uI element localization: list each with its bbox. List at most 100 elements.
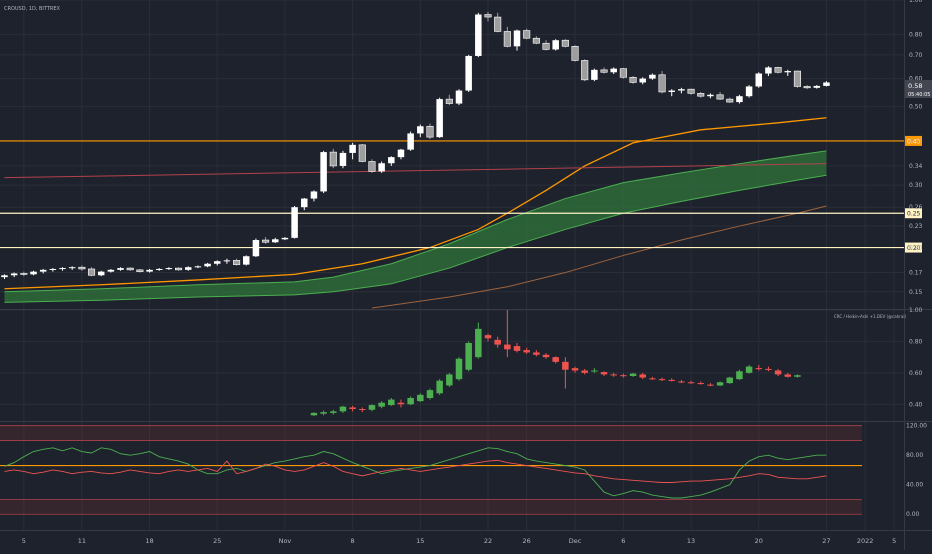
candle-bear (581, 60, 589, 81)
x-tick-label: 18 (145, 537, 153, 545)
candle-bull (281, 237, 289, 240)
osc-y-tick: 80.00 (906, 452, 923, 459)
candle-bull (668, 90, 675, 92)
ha-candle-bear (349, 407, 356, 409)
price-badge-value: 0.58 (908, 82, 922, 90)
oscillator (0, 425, 862, 515)
candle-bear (426, 125, 434, 138)
candle-bull (272, 239, 279, 243)
ha-candle-bull (320, 412, 327, 414)
candle-bear (803, 86, 811, 89)
ha-candle-bear (668, 379, 675, 381)
ha-candle-bull (446, 374, 453, 386)
candle-bear (600, 69, 608, 73)
ha-candle-bull (629, 373, 637, 376)
candle-bull (639, 78, 646, 83)
candle-bull (252, 240, 260, 257)
price-candles (1, 11, 830, 280)
ha-candle-bull (745, 366, 753, 373)
ha-candle-bear (707, 384, 714, 386)
ha-candle-bull (465, 343, 472, 370)
candle-bear (619, 68, 627, 78)
candle-bear (503, 31, 511, 47)
candle-bear (726, 98, 734, 103)
candle-bull (813, 85, 821, 88)
candle-bear (20, 273, 28, 275)
candle-bull (30, 271, 37, 275)
band-fill (4, 150, 827, 303)
candle-bear (774, 67, 782, 73)
candle-bull (388, 157, 395, 164)
x-tick-label: 6 (621, 537, 625, 545)
ha-candle-bear (774, 370, 782, 375)
candle-bull (213, 261, 221, 264)
candle-bull (349, 144, 356, 153)
main-y-tick: 0.20 (909, 245, 923, 252)
candle-bear (175, 267, 183, 271)
main-y-tick: 0.23 (909, 223, 923, 230)
x-tick-label: 13 (687, 537, 695, 545)
ha-y-tick: 0.60 (909, 370, 923, 377)
ha-candle-bear (513, 346, 521, 351)
ha-candle-bull (475, 328, 482, 358)
level-badge-label: 0.40 (907, 138, 921, 145)
ha-candle-bull (310, 412, 318, 416)
candle-bear (78, 266, 86, 270)
price-axis[interactable]: 1.00 0.80 0.70 0.60 0.50 0.40 0.34 0.30 0.26 0.23… (906, 0, 927, 518)
osc-red-line (4, 459, 827, 483)
osc-y-tick: 120.00 (906, 423, 927, 430)
level-badge-label: 0.20 (907, 245, 921, 252)
ha-candle-bull (455, 358, 463, 380)
ha-candle-bull (417, 394, 424, 402)
level-badge (905, 135, 922, 146)
orange-indicator-line (4, 117, 827, 290)
candle-bull (204, 263, 211, 267)
ha-candle-bear (755, 368, 763, 370)
ha-candle-bear (533, 352, 540, 355)
candle-bear (368, 161, 376, 172)
ha-candle-bear (494, 339, 501, 345)
main-y-tick: 0.15 (909, 289, 923, 296)
price-badge-countdown: 05:40:05 (908, 92, 930, 98)
candle-bull (320, 152, 327, 192)
candle-bear (561, 39, 569, 47)
candle-bear (358, 144, 366, 162)
osc-y-tick: 0.00 (906, 511, 920, 518)
candle-bear (329, 151, 337, 167)
candle-bear (484, 14, 492, 18)
brown-indicator-line (371, 205, 827, 309)
osc-green-line (4, 447, 827, 499)
candle-bull (117, 268, 124, 270)
candle-bull (1, 275, 8, 278)
candle-bear (658, 74, 666, 93)
main-y-tick: 0.80 (909, 31, 923, 38)
x-tick-label: 26 (523, 537, 531, 545)
level-badge (905, 242, 922, 253)
candle-bull (10, 273, 18, 276)
x-tick-label: 22 (484, 537, 492, 545)
ha-candle-bear (784, 374, 792, 377)
candle-bull (465, 55, 472, 91)
ha-candle-bear (542, 354, 550, 358)
ha-y-tick: 1.00 (909, 307, 923, 314)
ha-candle-bear (359, 409, 366, 410)
main-y-tick: 0.17 (909, 270, 923, 277)
ha-candle-bear (562, 361, 569, 370)
ha-y-tick: 0.40 (909, 401, 923, 408)
ha-candle-bear (571, 368, 579, 371)
time-axis[interactable]: 5 11 18 25 Nov 8 15 22 26 Dec 6 13 20 27 2022 5 (22, 537, 896, 545)
candle-bear (523, 30, 531, 39)
indicator-label: CRC / Heikin-Ashi +1.DEV (@cahrai) (834, 314, 906, 319)
horizontal-levels[interactable]: 0.40 0.25 0.20 (0, 135, 922, 253)
ha-candle-bear (620, 375, 627, 377)
candle-bull (184, 267, 192, 270)
candle-bear (793, 70, 801, 87)
x-tick-label: 20 (755, 537, 763, 545)
ha-candle-bear (678, 381, 685, 383)
ha-candle-bull (330, 411, 337, 413)
ha-candle-bull (436, 380, 443, 394)
candle-bear (494, 16, 502, 32)
